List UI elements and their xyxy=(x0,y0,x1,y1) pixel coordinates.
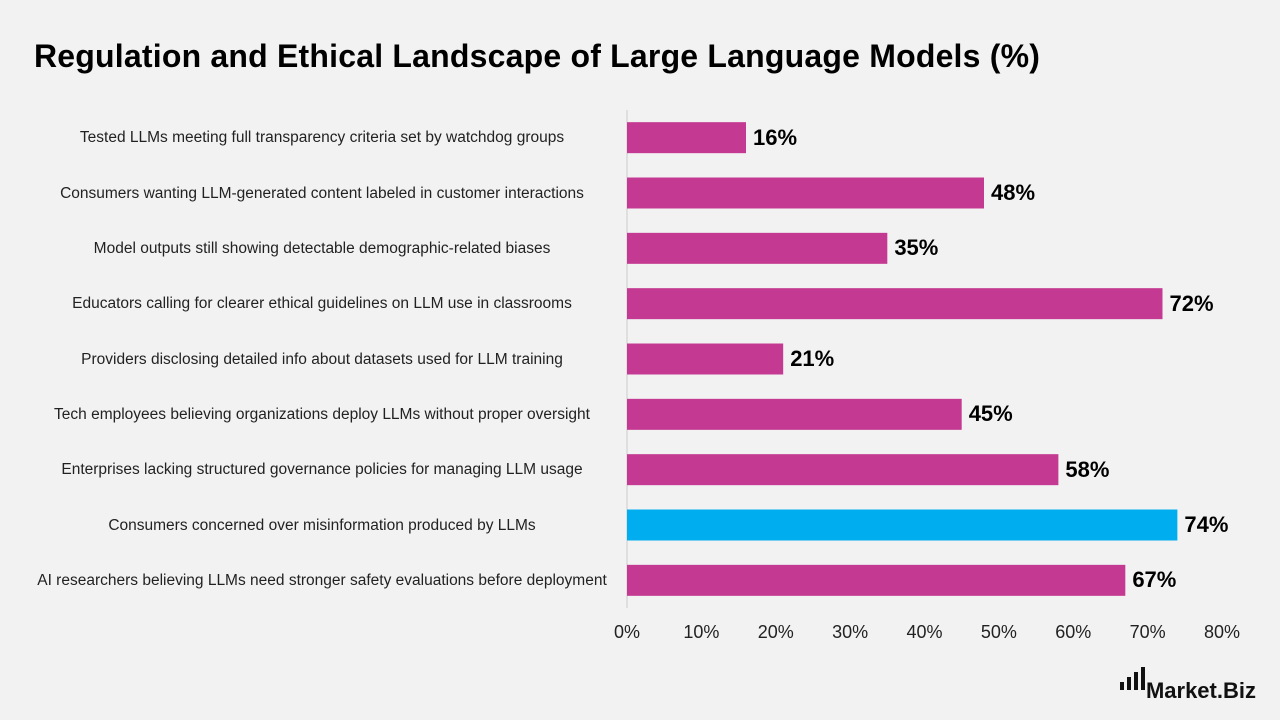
bar xyxy=(627,398,962,430)
bar xyxy=(627,232,888,264)
category-label: Tested LLMs meeting full transparency cr… xyxy=(79,129,565,147)
data-label: 21% xyxy=(790,346,835,371)
bar xyxy=(627,509,1178,541)
bar xyxy=(627,564,1126,596)
brand-logo: Market.Biz xyxy=(1145,678,1256,703)
bar-signal-icon xyxy=(1120,667,1145,690)
category-label: Model outputs still showing detectable d… xyxy=(93,239,551,257)
x-tick-label: 80% xyxy=(1203,622,1241,642)
chart-title: Regulation and Ethical Landscape of Larg… xyxy=(34,38,1041,74)
category-label: Enterprises lacking structured governanc… xyxy=(61,461,583,479)
x-tick-label: 20% xyxy=(757,622,794,642)
bar xyxy=(627,343,784,375)
data-label: 74% xyxy=(1184,512,1229,537)
data-label: 58% xyxy=(1065,456,1110,482)
data-label: 45% xyxy=(968,401,1013,427)
category-label: Consumers concerned over misinformation … xyxy=(108,516,536,534)
category-label: Consumers wanting LLM-generated content … xyxy=(60,184,584,202)
x-tick-label: 50% xyxy=(980,622,1017,642)
bar xyxy=(627,288,1163,320)
data-label: 48% xyxy=(991,180,1036,205)
bar xyxy=(627,122,746,154)
category-label: Providers disclosing detailed info about… xyxy=(81,350,563,368)
data-label: 16% xyxy=(753,124,798,150)
x-tick-label: 0% xyxy=(613,622,640,642)
category-label: Tech employees believing organizations d… xyxy=(54,405,590,423)
bar xyxy=(627,177,984,209)
x-tick-label: 40% xyxy=(906,622,943,642)
x-tick-label: 10% xyxy=(683,622,720,642)
x-tick-label: 30% xyxy=(832,622,869,642)
data-label: 72% xyxy=(1169,290,1214,316)
x-tick-label: 70% xyxy=(1129,622,1166,642)
bar xyxy=(627,454,1059,486)
category-label: AI researchers believing LLMs need stron… xyxy=(37,571,607,589)
x-tick-label: 60% xyxy=(1055,622,1092,642)
category-label: Educators calling for clearer ethical gu… xyxy=(72,295,572,313)
data-label: 67% xyxy=(1132,567,1177,593)
data-label: 35% xyxy=(894,235,939,261)
